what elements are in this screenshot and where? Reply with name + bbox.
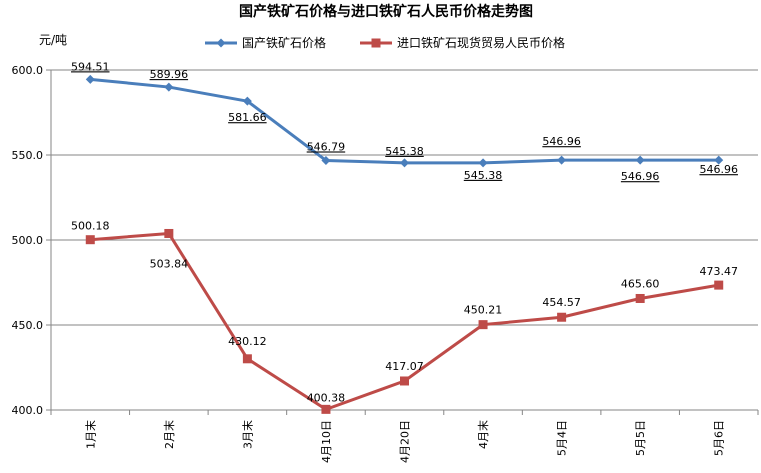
legend-entry: 进口铁矿石现货贸易人民币价格	[360, 35, 565, 50]
data-point-diamond	[321, 155, 331, 165]
data-point-square	[400, 376, 409, 386]
data-label: 465.60	[621, 277, 660, 290]
x-tick-label: 4月10日	[320, 420, 333, 463]
data-label: 546.96	[542, 135, 581, 148]
data-point-diamond	[557, 155, 567, 165]
y-axis-unit-label: 元/吨	[39, 33, 67, 47]
x-tick-label: 5月6日	[713, 420, 726, 456]
data-label: 503.84	[150, 257, 189, 270]
legend-marker-diamond	[216, 38, 226, 48]
data-label: 500.18	[71, 220, 110, 233]
series-domestic-ore	[85, 74, 724, 168]
data-label: 454.57	[542, 296, 581, 309]
chart-title: 国产铁矿石价格与进口铁矿石人民币价格走势图	[239, 3, 533, 20]
legend: 国产铁矿石价格 进口铁矿石现货贸易人民币价格	[205, 35, 565, 50]
data-point-square	[478, 320, 488, 330]
data-point-diamond	[714, 155, 724, 165]
y-tick-label: 400.0	[12, 404, 44, 417]
legend-label: 国产铁矿石价格	[242, 35, 326, 50]
data-label: 450.21	[464, 304, 503, 317]
data-point-diamond	[478, 158, 488, 168]
data-point-diamond	[242, 96, 252, 106]
x-tick-label: 5月4日	[556, 420, 569, 456]
data-label: 545.38	[385, 145, 424, 158]
data-label: 546.96	[621, 170, 660, 183]
gridlines	[51, 69, 758, 326]
legend-label: 进口铁矿石现货贸易人民币价格	[397, 35, 565, 50]
x-tick-label: 3月末	[240, 420, 254, 449]
data-point-square	[242, 354, 252, 364]
data-point-square	[164, 228, 174, 238]
series-layer	[85, 74, 724, 414]
data-label: 545.38	[464, 169, 503, 182]
data-point-diamond	[400, 158, 409, 168]
x-tick-label: 2月末	[162, 420, 176, 449]
data-label-layer: 594.51 589.96 581.66 546.79 545.38 545.38 546.…	[71, 60, 738, 404]
y-tick-label: 550.0	[12, 149, 44, 162]
data-label: 581.66	[228, 111, 267, 124]
y-tick-label: 500.0	[12, 234, 44, 247]
data-label: 589.96	[150, 68, 189, 81]
legend-marker-square	[371, 38, 381, 48]
data-label: 417.07	[385, 360, 424, 373]
data-label: 546.79	[307, 140, 346, 153]
data-label: 546.96	[699, 163, 738, 176]
x-tick-label: 5月5日	[634, 420, 647, 456]
data-label: 473.47	[699, 265, 738, 278]
data-point-square	[557, 312, 567, 322]
data-point-square	[321, 404, 331, 414]
data-label: 400.38	[307, 391, 346, 404]
data-point-square	[714, 280, 724, 290]
series-imported-ore	[85, 228, 724, 414]
data-label: 594.51	[71, 60, 110, 73]
data-point-square	[85, 235, 95, 245]
data-point-diamond	[635, 155, 645, 165]
data-point-diamond	[164, 82, 174, 92]
axes: 400.0 450.0 500.0 550.0 600.0 1月末 2月末 3月末 4月10日 4…	[12, 64, 759, 463]
x-tick-label: 1月末	[83, 420, 97, 449]
data-point-diamond	[85, 74, 95, 84]
data-label: 430.12	[228, 335, 267, 348]
x-tick-label: 4月末	[476, 420, 490, 449]
data-point-square	[635, 293, 645, 303]
x-tick-label: 4月20日	[399, 420, 412, 463]
y-tick-label: 600.0	[12, 64, 44, 77]
y-tick-label: 450.0	[12, 319, 44, 332]
legend-entry: 国产铁矿石价格	[205, 35, 326, 50]
